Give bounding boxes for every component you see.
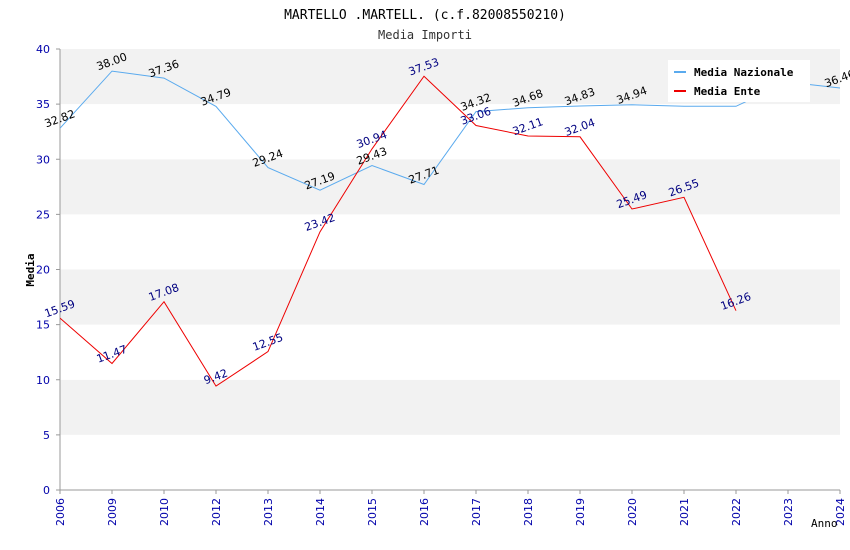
axes: 0 5 10 15 20 25 30 35 40 2006 2009 2010 2012 2013 2014… (36, 43, 847, 526)
x-tick-label: 2015 (366, 498, 379, 526)
x-tick-label: 2018 (522, 498, 535, 526)
series-lines (60, 70, 841, 387)
x-axis-label: Anno (811, 517, 838, 530)
legend-label: Media Ente (694, 85, 761, 98)
y-tick-label: 15 (36, 319, 50, 332)
plot-band (60, 104, 840, 160)
x-tick-label: 2006 (54, 498, 67, 526)
y-tick-label: 35 (36, 98, 50, 111)
plot-band (60, 434, 840, 490)
x-tick-label: 2022 (730, 498, 743, 526)
y-tick-label: 40 (36, 43, 50, 56)
y-axis-label: Media (24, 253, 37, 286)
plot-band (60, 159, 840, 215)
x-tick-label: 2009 (106, 498, 119, 526)
x-tick-label: 2017 (470, 498, 483, 526)
plot-band (60, 214, 840, 270)
x-tick-label: 2010 (158, 498, 171, 526)
series-line-media-ente (60, 75, 737, 387)
x-tick-label: 2014 (314, 498, 327, 526)
x-tick-label: 2013 (262, 498, 275, 526)
plot-bands (60, 49, 840, 490)
x-tick-label: 2016 (418, 498, 431, 526)
legend-label: Media Nazionale (694, 66, 794, 79)
series-line-media-nazionale (60, 70, 841, 191)
plot-band (60, 324, 840, 380)
chart-title: MARTELLO .MARTELL. (c.f.82008550210) (284, 8, 566, 23)
x-tick-label: 2020 (626, 498, 639, 526)
y-tick-label: 25 (36, 208, 50, 221)
x-tick-label: 2024 (834, 498, 847, 526)
chart-subtitle: Media Importi (378, 28, 472, 42)
y-tick-label: 20 (36, 264, 50, 277)
x-tick-label: 2012 (210, 498, 223, 526)
x-tick-label: 2019 (574, 498, 587, 526)
y-tick-label: 5 (43, 429, 50, 442)
legend: Media Nazionale Media Ente (668, 60, 810, 102)
legend-box (668, 60, 810, 102)
y-tick-label: 30 (36, 153, 50, 166)
plot-band (60, 379, 840, 435)
x-tick-label: 2021 (678, 498, 691, 526)
plot-band (60, 269, 840, 325)
y-tick-label: 10 (36, 374, 50, 387)
x-tick-label: 2023 (782, 498, 795, 526)
y-tick-label: 0 (43, 484, 50, 497)
